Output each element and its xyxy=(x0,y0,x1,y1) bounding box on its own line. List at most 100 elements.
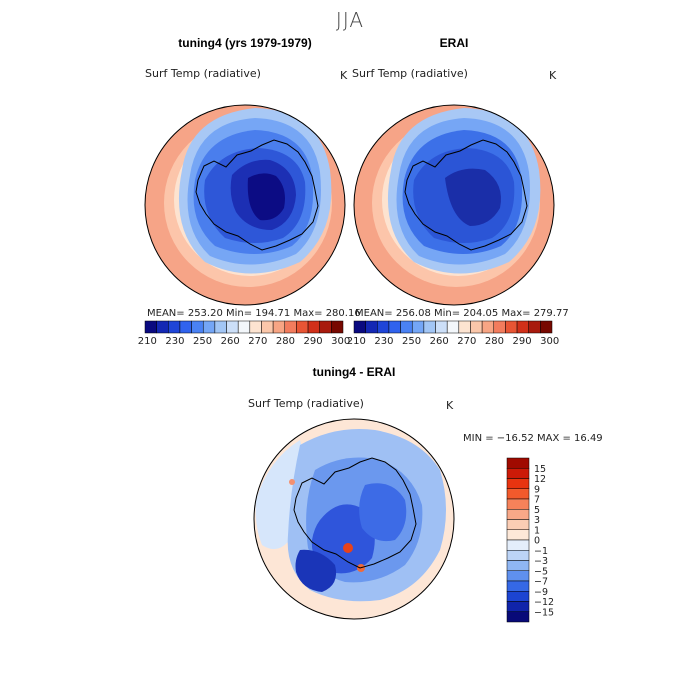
colorbar-swatch xyxy=(272,320,286,334)
colorbar-tick-label: 280 xyxy=(485,336,504,347)
colorbar-swatch xyxy=(506,468,530,479)
colorbar-swatch xyxy=(388,320,401,334)
figure-title: JJA xyxy=(335,8,365,32)
colorbar-tick-label: 15 xyxy=(534,464,546,475)
colorbar-swatch xyxy=(423,320,436,334)
colorbar-tick-label: −5 xyxy=(534,566,548,577)
colorbar-swatch xyxy=(516,320,529,334)
colorbar-tick-label: −3 xyxy=(534,556,548,567)
units-label-erai: K xyxy=(549,69,557,82)
colorbar-swatch xyxy=(506,539,530,551)
map-border xyxy=(253,418,455,620)
colorbar-swatch xyxy=(506,457,530,469)
colorbar-swatch xyxy=(331,320,344,334)
colorbar-tick-label: 7 xyxy=(534,495,540,506)
stats-tuning4: MEAN= 253.20 Min= 194.71 Max= 280.16 xyxy=(147,308,361,319)
colorbar-swatch xyxy=(284,320,297,334)
colorbar-swatch xyxy=(540,320,553,334)
colorbar-swatch xyxy=(365,320,378,334)
colorbar-swatch xyxy=(470,320,483,334)
colorbar-swatch xyxy=(226,320,239,334)
panel-title-tuning4: tuning4 (yrs 1979-1979) xyxy=(178,36,312,50)
map-panel-tuning4 xyxy=(145,105,345,305)
colorbar-swatch xyxy=(319,320,332,334)
colorbar-tick-label: 210 xyxy=(347,336,366,347)
ice-sheet-core xyxy=(247,173,285,221)
colorbar-tick-label: 280 xyxy=(276,336,295,347)
colorbar-tick-label: 250 xyxy=(402,336,421,347)
colorbar-swatch xyxy=(168,320,181,334)
units-label-difference: K xyxy=(446,399,454,412)
colorbar-swatch xyxy=(353,320,366,334)
colorbar-tick-label: −12 xyxy=(534,597,554,608)
antarctica-coastline xyxy=(404,139,528,251)
colorbar-swatch xyxy=(307,320,320,334)
colorbar-tick-label: 250 xyxy=(193,336,212,347)
colorbar-swatch xyxy=(411,320,425,334)
variable-label-difference: Surf Temp (radiative) xyxy=(248,397,364,410)
map-border xyxy=(144,104,346,306)
variable-label-erai: Surf Temp (radiative) xyxy=(352,67,468,80)
colorbar-tick-label: 230 xyxy=(374,336,393,347)
colorbar-tick-label: 1 xyxy=(534,525,540,536)
colorbar-tick-label: −1 xyxy=(534,546,548,557)
colorbar-swatch xyxy=(506,519,530,530)
colorbar-swatch xyxy=(446,320,460,334)
diff-hotspot xyxy=(343,543,353,553)
panel-title-erai: ERAI xyxy=(439,36,469,50)
stats-difference: MIN = −16.52 MAX = 16.49 xyxy=(463,433,603,444)
colorbar-tick-label: 210 xyxy=(138,336,157,347)
colorbar-swatch xyxy=(506,601,530,612)
colorbar-tick-label: 270 xyxy=(457,336,476,347)
variable-label-tuning4: Surf Temp (radiative) xyxy=(145,67,261,80)
colorbar-tick-label: −7 xyxy=(534,577,548,588)
map-panel-difference xyxy=(254,419,454,619)
diff-field xyxy=(311,504,375,574)
colorbar-swatch xyxy=(261,320,274,334)
colorbar-swatch xyxy=(506,560,530,571)
colorbar-tick-label: 290 xyxy=(513,336,532,347)
colorbar-tuning4: 210 230 250 260 270 280 290 300 xyxy=(138,320,350,347)
colorbar-tick-label: 5 xyxy=(534,505,540,516)
colorbar-swatch xyxy=(506,550,530,561)
colorbar-swatch xyxy=(493,320,506,334)
colorbar-swatch xyxy=(458,320,471,334)
colorbar-erai: 210 230 250 260 270 280 290 300 xyxy=(347,320,559,347)
colorbar-tick-label: 300 xyxy=(540,336,559,347)
colorbar-swatch xyxy=(202,320,216,334)
colorbar-swatch xyxy=(506,478,530,489)
colorbar-swatch xyxy=(191,320,204,334)
colorbar-swatch xyxy=(506,580,530,592)
colorbar-tick-label: 270 xyxy=(248,336,267,347)
panel-title-difference: tuning4 - ERAI xyxy=(312,365,396,379)
colorbar-swatch xyxy=(528,320,541,334)
colorbar-swatch xyxy=(400,320,413,334)
colorbar-swatch xyxy=(214,320,227,334)
colorbar-swatch xyxy=(506,570,530,582)
colorbar-swatch xyxy=(249,320,262,334)
colorbar-swatch xyxy=(506,498,530,510)
diff-field xyxy=(359,483,407,542)
colorbar-swatch xyxy=(144,320,157,334)
diff-hotspot xyxy=(289,479,295,485)
antarctica-coastline xyxy=(195,139,319,251)
units-label-tuning4: K xyxy=(340,69,348,82)
colorbar-tick-label: 260 xyxy=(221,336,240,347)
colorbar-swatch xyxy=(377,320,390,334)
colorbar-tick-label: 9 xyxy=(534,484,540,495)
colorbar-tick-label: 290 xyxy=(304,336,323,347)
colorbar-tick-label: 260 xyxy=(430,336,449,347)
colorbar-swatch xyxy=(506,611,530,623)
colorbar-swatch xyxy=(505,320,518,334)
colorbar-tick-label: 300 xyxy=(331,336,350,347)
ice-sheet-core xyxy=(445,168,501,226)
colorbar-swatch xyxy=(506,529,530,541)
map-border xyxy=(353,104,555,306)
colorbar-tick-label: −9 xyxy=(534,587,548,598)
diff-field xyxy=(295,549,337,592)
colorbar-swatch xyxy=(481,320,495,334)
colorbar-swatch xyxy=(156,320,169,334)
